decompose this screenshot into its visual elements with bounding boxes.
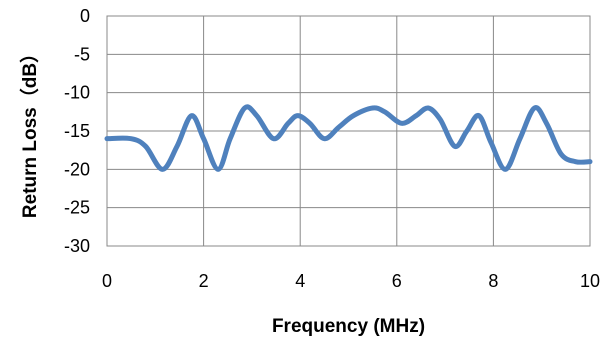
y-tick-label: -5: [74, 44, 90, 64]
y-axis-ticks: 0 -5 -10 -15 -20 -25 -30: [64, 6, 90, 256]
x-tick-label: 4: [295, 271, 305, 291]
x-tick-label: 10: [580, 271, 600, 291]
y-axis-title: Return Loss（dB）: [18, 44, 41, 218]
series-line-0: [104, 104, 593, 172]
plot-frame: [106, 15, 591, 247]
y-tick-label: -30: [64, 236, 90, 256]
y-tick-label: -10: [64, 83, 90, 103]
x-tick-label: 6: [392, 271, 402, 291]
grid: [106, 15, 591, 247]
x-axis-ticks: 0 2 4 6 8 10: [102, 271, 600, 291]
y-tick-label: 0: [80, 6, 90, 26]
x-axis-title: Frequency (MHz): [272, 316, 425, 337]
y-tick-label: -25: [64, 198, 90, 218]
y-tick-label: -15: [64, 121, 90, 141]
x-tick-label: 2: [199, 271, 209, 291]
data-layer: [104, 104, 593, 172]
x-tick-label: 8: [488, 271, 498, 291]
x-tick-label: 0: [102, 271, 112, 291]
y-tick-label: -20: [64, 159, 90, 179]
